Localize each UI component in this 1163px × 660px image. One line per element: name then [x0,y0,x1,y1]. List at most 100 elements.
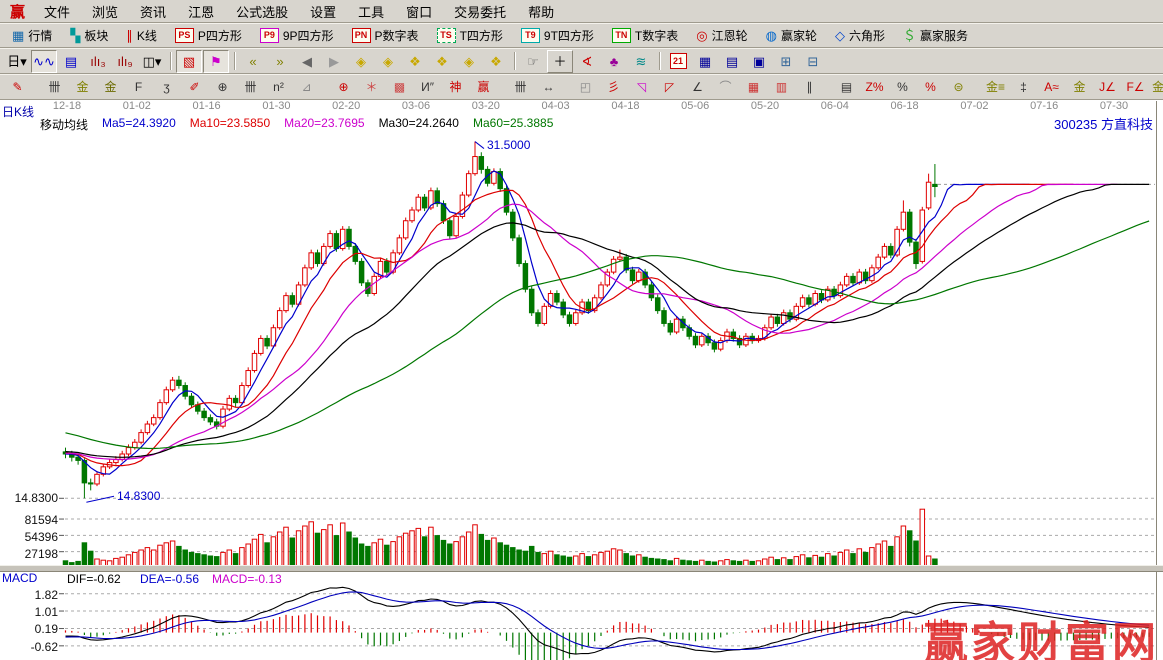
f-grid[interactable]: F [125,76,152,99]
winner-service-button[interactable]: ＄赢家服务 [895,26,976,45]
magenta-ray-box[interactable]: ◹ [628,76,655,99]
gold-levels[interactable]: 金≡ [982,76,1009,99]
gann-wheel-button[interactable]: ◎ 江恩轮 [688,26,755,45]
percent-zone[interactable]: Z% [861,76,888,99]
arc-fan[interactable]: ⌒ [712,76,739,99]
t9-square-button[interactable]: T9 9T四方形 [513,26,602,45]
drag-box[interactable]: ◰ [572,76,599,99]
t-square-button[interactable]: TS T四方形 [429,26,511,45]
f-grid-icon: F [134,79,143,94]
p-number-table-button[interactable]: PN P数字表 [344,26,427,45]
hand-drag-tool[interactable]: ☞ [520,50,546,73]
ying-grid[interactable]: 赢 [470,76,497,99]
wave-abc[interactable]: A≈ [1038,76,1065,99]
diamond-right[interactable]: ◈ [375,50,401,73]
gold-grid-1[interactable]: 金 [69,76,96,99]
single-candle-tool[interactable]: ◫▾ [139,50,165,73]
gold-circle[interactable]: ⊜ [945,76,972,99]
pen-vertical[interactable]: ‡ [1010,76,1037,99]
remote-tool[interactable]: ⊟ [800,50,826,73]
chart-canvas[interactable]: 12-18 01-02 01-16 01-30 02-20 03-06 03-20 04-03… [0,101,1163,660]
diamond-horizontal[interactable]: ◈ [456,50,482,73]
save-layout-tool[interactable]: ▣ [746,50,772,73]
diamond-left[interactable]: ◈ [348,50,374,73]
wave-mark[interactable]: И″ [414,76,441,99]
menu-item-2[interactable]: 浏览 [92,4,119,20]
winner-wheel-button[interactable]: ◍ 赢家轮 [758,26,825,45]
period-day-selector[interactable]: 日▾ [4,50,30,73]
diamond-outward[interactable]: ❖ [429,50,455,73]
angle-fan[interactable]: ∠ [684,76,711,99]
mirror-angle[interactable]: ⊿ [293,76,320,99]
red-grid-a[interactable]: ▦ [740,76,767,99]
percent-retrace[interactable]: % [917,76,944,99]
gold-underline[interactable]: 金 [1066,76,1093,99]
quotes-button[interactable]: ▦ 行情 [4,26,60,45]
shen-grid[interactable]: 神 [442,76,469,99]
menu-item-7[interactable]: 工具 [358,4,385,20]
circle-ruler[interactable]: ⊕ [209,76,236,99]
n-squared[interactable]: n² [265,76,292,99]
diamond-all[interactable]: ❖ [483,50,509,73]
gann-wave-tool[interactable]: ∿∿ [31,49,57,73]
sectors-button[interactable]: ▚ 板块 [62,26,116,45]
menu-item-10[interactable]: 帮助 [528,4,555,20]
hexagon-button[interactable]: ◇ 六角形 [827,26,893,45]
toolbar-separator [514,52,515,70]
red-grid-b[interactable]: ▥ [768,76,795,99]
menu-item-6[interactable]: 设置 [310,4,337,20]
red-target[interactable]: ⊕ [330,76,357,99]
menu-item-4[interactable]: 江恩 [188,4,215,20]
parallel-lines[interactable]: ∥ [796,76,823,99]
three-bar-cycle[interactable]: ılı₃ [85,50,111,73]
t-number-table-button[interactable]: TN T数字表 [604,26,686,45]
color-flag-tool[interactable]: ⚑ [203,49,229,73]
red-ray-box[interactable]: ◸ [656,76,683,99]
first-page[interactable]: « [240,50,266,73]
calendar-tool[interactable]: 21 [665,50,691,73]
menu-item-5[interactable]: 公式选股 [236,4,289,20]
prev-arrow[interactable]: ◀ [294,50,320,73]
red-rays[interactable]: 彡 [600,76,627,99]
menu-item-9[interactable]: 交易委托 [454,4,507,20]
wave-teal-tool-icon: ≋ [635,53,647,69]
menu-item-1[interactable]: 文件 [44,4,71,20]
fib-table[interactable]: ▤ [833,76,860,99]
wave-teal-tool[interactable]: ≋ [628,50,654,73]
red-star-grid[interactable]: ＊ [358,76,385,99]
gann-grid-box[interactable]: ▧ [176,49,202,73]
network-tool[interactable]: ⊞ [773,50,799,73]
chart-right-edge [1156,101,1157,660]
percent-plain[interactable]: % [889,76,916,99]
notes-tool[interactable]: ▤ [719,50,745,73]
quotes-icon: ▦ [12,28,25,43]
angle-measure-tool[interactable]: ∢ [574,50,600,73]
brush-ruler[interactable]: ✐ [181,76,208,99]
panel-splitter[interactable] [0,565,1163,572]
nine-bar-cycle[interactable]: ılı₉ [112,50,138,73]
kline-button[interactable]: ∥ K线 [118,26,165,45]
angle-j[interactable]: J∠ [1094,76,1121,99]
spiral-grid[interactable]: ʒ [153,76,180,99]
draw-brush[interactable]: ✎ [4,76,31,99]
wide-ruler[interactable]: 卌 [507,76,534,99]
gold-grid-2[interactable]: 金 [97,76,124,99]
angle-f[interactable]: F∠ [1122,76,1149,99]
tick-ruler[interactable]: 卌 [237,76,264,99]
angle-gold[interactable]: 金∠ [1150,76,1163,99]
menu-item-8[interactable]: 窗口 [406,4,433,20]
span-arrow[interactable]: ↔ [535,76,562,99]
menu-item-3[interactable]: 资讯 [140,4,167,20]
stock-info-list[interactable]: ▤ [58,50,84,73]
last-page[interactable]: » [267,50,293,73]
p9-square-button[interactable]: P9 9P四方形 [252,26,342,45]
calculator-tool[interactable]: ▦ [692,50,718,73]
next-arrow[interactable]: ▶ [321,50,347,73]
legend-item-ma30: Ma30=24.2640 [378,116,459,130]
crosshair-tool[interactable]: ＋ [547,49,573,73]
diamond-inward[interactable]: ❖ [402,50,428,73]
club-purple-tool[interactable]: ♣ [601,50,627,73]
gann-ruler[interactable]: 卌 [41,76,68,99]
p-square-button[interactable]: PS P四方形 [167,26,250,45]
red-net-grid[interactable]: ▩ [386,76,413,99]
